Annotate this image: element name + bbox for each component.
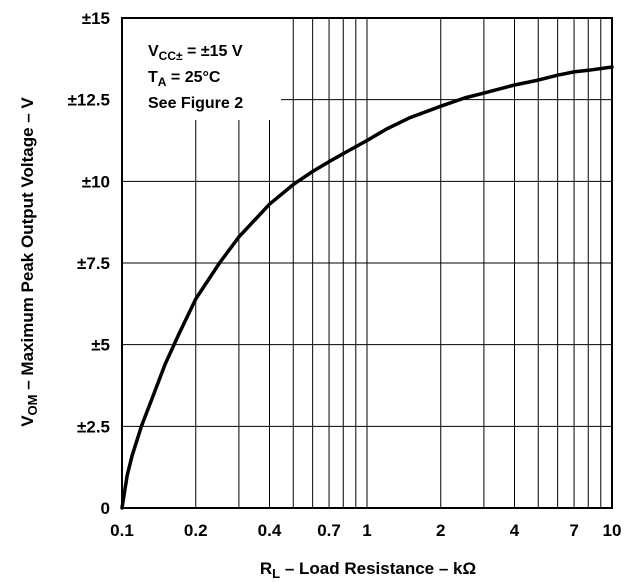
- y-axis-label: VOM – Maximum Peak Output Voltage – V: [18, 97, 40, 427]
- curve-layer: [120, 65, 614, 510]
- grid: [122, 18, 612, 508]
- x-tick-label: 0.1: [110, 521, 134, 540]
- x-tick-label: 0.4: [258, 521, 282, 540]
- y-tick-label: ±15: [82, 9, 110, 28]
- x-tick-label: 0.7: [317, 521, 341, 540]
- x-tick-label: 2: [436, 521, 445, 540]
- y-tick-label: ±12.5: [68, 91, 110, 110]
- series-line: [120, 65, 614, 510]
- x-tick-label: 10: [603, 521, 622, 540]
- x-tick-label: 4: [510, 521, 520, 540]
- y-tick-label: ±5: [91, 336, 110, 355]
- x-axis-label: RL – Load Resistance – kΩ: [260, 559, 476, 581]
- annotation-box: [123, 19, 281, 120]
- x-tick-label: 7: [569, 521, 578, 540]
- annotation-see-figure: See Figure 2: [148, 95, 243, 112]
- tick-labels: 0.1 0.2 0.4 0.7 1 2 4 7 10 0 ±2.5 ±5 ±7.5 ±10 ±12.5 ±15: [68, 9, 622, 540]
- x-tick-label: 1: [362, 521, 371, 540]
- plot-frame: [121, 17, 613, 509]
- y-tick-label: 0: [101, 499, 110, 518]
- annotation-ta: TA = 25°C: [148, 69, 221, 89]
- annotation-vcc: VCC± = ±15 V: [148, 43, 243, 63]
- y-tick-label: ±2.5: [77, 417, 110, 436]
- y-tick-label: ±10: [82, 172, 110, 191]
- x-tick-label: 0.2: [184, 521, 208, 540]
- y-tick-label: ±7.5: [77, 254, 110, 273]
